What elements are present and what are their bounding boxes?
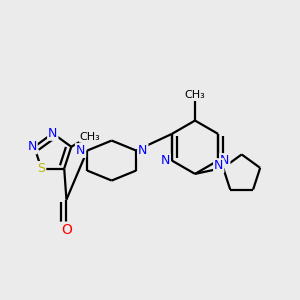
Text: N: N	[138, 144, 148, 157]
Text: CH₃: CH₃	[80, 132, 101, 142]
Text: N: N	[27, 140, 37, 153]
Text: N: N	[160, 154, 170, 167]
Text: CH₃: CH₃	[184, 90, 206, 100]
Text: O: O	[61, 223, 72, 237]
Text: N: N	[48, 127, 58, 140]
Text: N: N	[76, 144, 85, 157]
Text: N: N	[220, 154, 230, 167]
Text: S: S	[37, 162, 45, 175]
Text: N: N	[214, 159, 224, 172]
